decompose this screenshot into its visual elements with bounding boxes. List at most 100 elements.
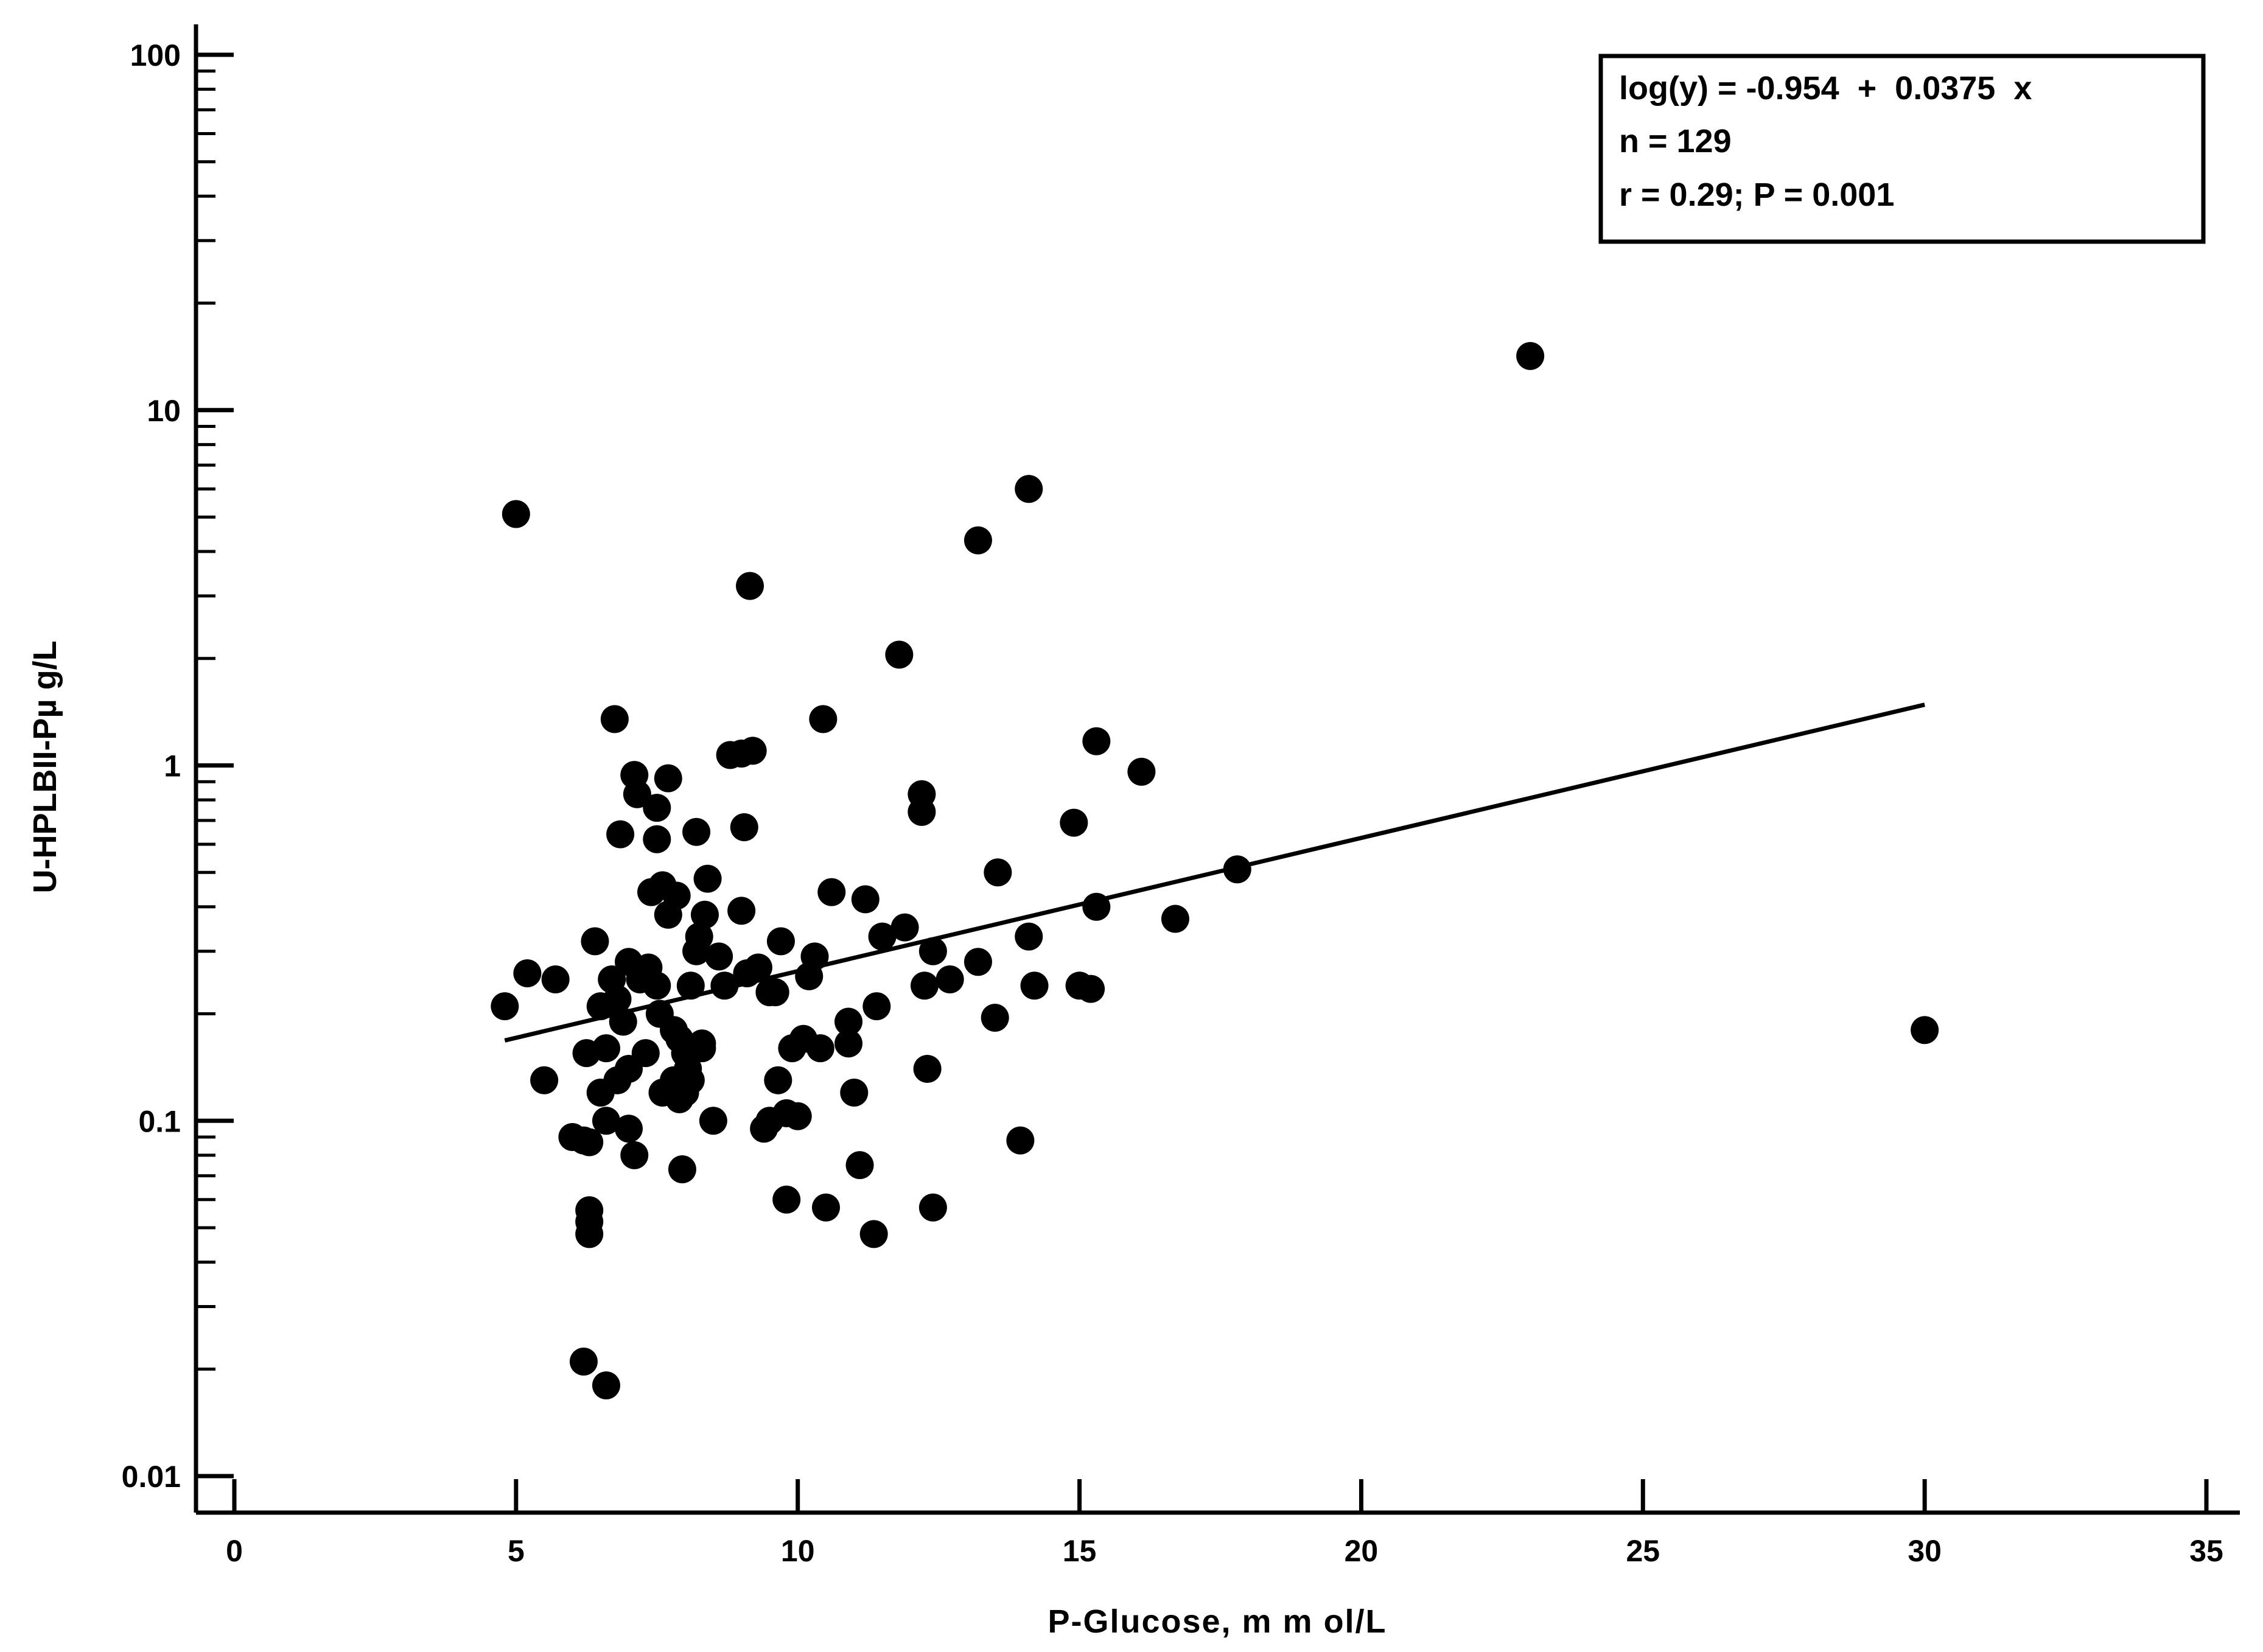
data-point xyxy=(685,922,713,951)
data-point xyxy=(609,1007,637,1036)
x-tick-label: 25 xyxy=(1626,1534,1660,1568)
data-point xyxy=(964,948,992,976)
data-point xyxy=(688,1029,716,1058)
data-point xyxy=(755,978,784,1007)
data-points xyxy=(491,341,1939,1399)
data-point xyxy=(964,526,992,555)
y-tick-label: 1 xyxy=(164,749,181,783)
data-point xyxy=(918,937,947,965)
data-point xyxy=(592,1034,620,1063)
data-point xyxy=(738,737,767,765)
stats-box-frame xyxy=(1598,54,2206,244)
data-point xyxy=(693,864,722,893)
data-point xyxy=(913,1054,942,1083)
data-point xyxy=(541,965,570,993)
data-point xyxy=(911,971,939,1000)
data-point xyxy=(1516,341,1545,370)
data-point xyxy=(1077,975,1105,1003)
data-point xyxy=(600,705,629,733)
data-point xyxy=(581,927,609,956)
data-point xyxy=(1082,727,1111,755)
data-point xyxy=(817,878,846,906)
data-point xyxy=(654,764,682,793)
x-tick-label: 30 xyxy=(1908,1534,1942,1568)
stats-r-p: r = 0.29; P = 0.001 xyxy=(1619,177,1894,213)
data-point xyxy=(766,927,795,956)
data-point xyxy=(908,797,936,826)
x-tick-label: 15 xyxy=(1063,1534,1097,1568)
stats-box: log(y) = -0.954 + 0.0375 x n = 129 r = 0… xyxy=(1598,54,2206,244)
data-point xyxy=(868,922,897,951)
data-point xyxy=(1015,922,1043,951)
data-point xyxy=(730,813,758,842)
data-point xyxy=(1161,905,1189,933)
data-point xyxy=(615,1115,643,1143)
data-point xyxy=(575,1128,604,1157)
data-point xyxy=(1015,475,1043,503)
data-point xyxy=(668,1155,696,1184)
data-point xyxy=(1060,808,1088,837)
data-point xyxy=(674,1054,702,1083)
axis-ticks: 0 5 10 15 20 25 30 35 0.01 0.1 1 10 100 xyxy=(122,38,2223,1568)
stats-n: n = 129 xyxy=(1619,123,1732,159)
data-point xyxy=(592,1371,620,1399)
data-point xyxy=(744,953,772,982)
data-point xyxy=(809,705,838,733)
data-point xyxy=(981,1003,1009,1032)
data-point xyxy=(806,1034,834,1063)
data-point xyxy=(812,1193,840,1222)
y-tick-label: 0.1 xyxy=(138,1104,181,1138)
data-point xyxy=(862,992,891,1021)
data-point xyxy=(859,1220,888,1248)
x-tick-label: 35 xyxy=(2189,1534,2223,1568)
y-axis-title: U-HPLBII-Pµ g/L xyxy=(27,640,63,893)
data-point xyxy=(592,1107,620,1135)
data-point xyxy=(851,885,880,914)
data-point xyxy=(662,881,691,910)
data-point xyxy=(676,971,705,1000)
x-tick-label: 10 xyxy=(781,1534,815,1568)
data-point xyxy=(890,913,919,942)
data-point xyxy=(834,1029,863,1058)
data-point xyxy=(643,794,671,822)
data-point xyxy=(502,500,530,528)
data-point xyxy=(918,1193,947,1222)
data-point xyxy=(690,900,719,929)
data-point xyxy=(634,953,663,982)
data-point xyxy=(1223,855,1251,884)
data-point xyxy=(936,965,964,993)
data-point xyxy=(710,971,739,1000)
data-point xyxy=(530,1066,559,1094)
data-point xyxy=(705,942,733,971)
x-axis-title: P-Glucose, m m ol/L xyxy=(1048,1603,1387,1640)
y-tick-label: 0.01 xyxy=(122,1460,181,1494)
data-point xyxy=(834,1007,863,1036)
data-point xyxy=(736,572,764,600)
data-point xyxy=(800,942,829,971)
data-point xyxy=(840,1079,869,1107)
data-point xyxy=(513,959,542,988)
data-point xyxy=(603,985,632,1013)
data-point xyxy=(1127,757,1156,786)
data-point xyxy=(1082,892,1111,921)
data-point xyxy=(569,1347,598,1376)
data-point xyxy=(885,640,914,669)
data-point xyxy=(631,1039,660,1068)
data-point xyxy=(764,1066,792,1094)
data-point xyxy=(606,820,635,849)
data-point xyxy=(620,1141,649,1169)
data-point xyxy=(575,1220,604,1248)
data-point xyxy=(1006,1126,1035,1155)
stats-equation: log(y) = -0.954 + 0.0375 x xyxy=(1619,70,2032,107)
data-point xyxy=(1020,971,1049,1000)
data-point xyxy=(727,897,756,925)
axes xyxy=(194,24,2240,1515)
data-point xyxy=(643,825,671,853)
data-point xyxy=(682,817,711,846)
data-point xyxy=(783,1102,812,1130)
data-point xyxy=(984,858,1012,887)
y-tick-label: 100 xyxy=(130,38,181,72)
x-tick-label: 20 xyxy=(1345,1534,1379,1568)
x-tick-label: 5 xyxy=(508,1534,525,1568)
